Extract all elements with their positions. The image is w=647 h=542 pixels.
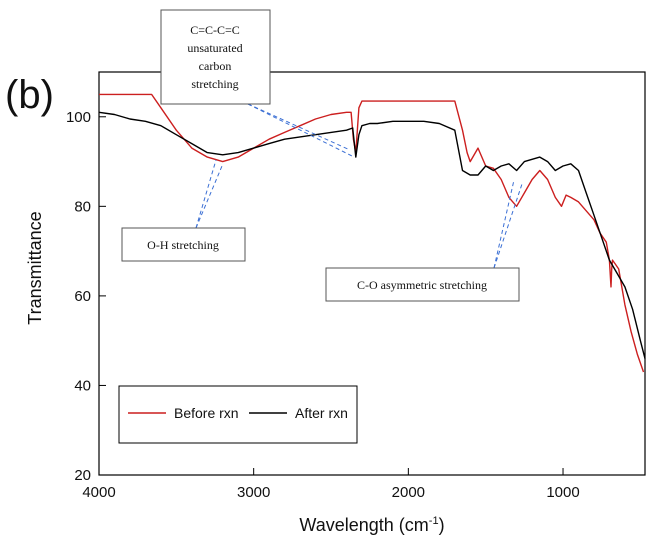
plot-frame <box>98 71 646 476</box>
annotation-co-stretching: C-O asymmetric stretching <box>325 267 520 302</box>
leader-co-1 <box>493 179 515 269</box>
leader-cc-1 <box>247 103 351 151</box>
legend: Before rxn After rxn <box>118 385 358 444</box>
x-tick-label-2000: 2000 <box>392 484 425 501</box>
leader-co-2 <box>493 183 523 269</box>
y-tick-label-20: 20 <box>74 467 91 484</box>
x-tick-label-4000: 4000 <box>82 484 115 501</box>
annotation-oh-box <box>121 227 246 262</box>
annotation-oh-text: O-H stretching <box>147 238 219 252</box>
annotation-leaders <box>195 103 523 269</box>
legend-label-before-rxn: Before rxn <box>174 405 239 421</box>
x-axis-title-superscript: -1 <box>429 515 439 527</box>
x-axis-title-main: Wavelength (cm <box>299 515 428 535</box>
annotation-cc-line-1: C=C-C=C <box>190 23 240 37</box>
panel-label: (b) <box>5 73 54 117</box>
annotation-cc-box <box>160 9 271 105</box>
leader-oh-2 <box>195 165 223 229</box>
axis-ticks: 4000 3000 2000 1000 20 40 60 80 100 <box>66 109 580 501</box>
legend-box <box>118 385 358 444</box>
annotation-cc-line-3: carbon <box>199 59 232 73</box>
series-line-before-rxn <box>99 93 645 373</box>
y-tick-label-100: 100 <box>66 109 91 126</box>
y-axis-title: Transmittance <box>25 211 45 324</box>
annotation-oh-stretching: O-H stretching <box>121 227 246 262</box>
annotation-co-text: C-O asymmetric stretching <box>357 278 487 292</box>
series-layer <box>98 93 646 373</box>
y-tick-label-60: 60 <box>74 288 91 305</box>
annotation-cc-line-4: stretching <box>191 77 238 91</box>
x-tick-label-1000: 1000 <box>546 484 579 501</box>
x-axis-title: Wavelength (cm-1) <box>299 515 444 535</box>
leader-oh-1 <box>195 159 217 229</box>
leader-cc-2 <box>247 103 353 157</box>
y-tick-label-40: 40 <box>74 377 91 394</box>
annotation-co-box <box>325 267 520 302</box>
y-tick-label-80: 80 <box>74 198 91 215</box>
annotation-cc-line-2: unsaturated <box>187 41 242 55</box>
x-axis-title-close: ) <box>439 515 445 535</box>
x-tick-label-3000: 3000 <box>237 484 270 501</box>
series-line-after-rxn <box>98 111 646 359</box>
annotation-cc-stretching: C=C-C=C unsaturated carbon stretching <box>160 9 271 105</box>
legend-label-after-rxn: After rxn <box>295 405 348 421</box>
